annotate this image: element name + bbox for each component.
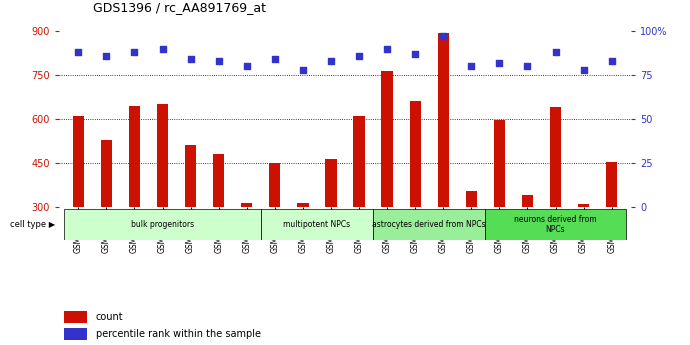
- Text: percentile rank within the sample: percentile rank within the sample: [96, 329, 261, 339]
- Point: [101, 53, 112, 58]
- Text: bulk progenitors: bulk progenitors: [131, 220, 194, 229]
- Point: [522, 63, 533, 69]
- Point: [297, 67, 308, 72]
- Point: [129, 49, 140, 55]
- Bar: [466, 191, 477, 207]
- Point: [382, 46, 393, 51]
- Bar: [485, 209, 626, 240]
- Bar: [129, 106, 140, 207]
- Point: [466, 63, 477, 69]
- Bar: [494, 120, 505, 207]
- Text: GDS1396 / rc_AA891769_at: GDS1396 / rc_AA891769_at: [93, 1, 266, 14]
- Bar: [64, 328, 88, 340]
- Bar: [261, 209, 373, 240]
- Bar: [213, 154, 224, 207]
- Text: cell type ▶: cell type ▶: [10, 220, 55, 229]
- Text: neurons derived from
NPCs: neurons derived from NPCs: [514, 215, 597, 234]
- Text: count: count: [96, 312, 124, 322]
- Text: multipotent NPCs: multipotent NPCs: [284, 220, 351, 229]
- Bar: [64, 310, 88, 323]
- Point: [578, 67, 589, 72]
- Point: [72, 49, 83, 55]
- Bar: [382, 71, 393, 207]
- Bar: [241, 203, 253, 207]
- Point: [410, 51, 421, 57]
- Bar: [269, 163, 280, 207]
- Bar: [185, 146, 196, 207]
- Point: [353, 53, 364, 58]
- Bar: [353, 116, 364, 207]
- Bar: [522, 195, 533, 207]
- Point: [213, 58, 224, 64]
- Text: astrocytes derived from NPCs: astrocytes derived from NPCs: [373, 220, 486, 229]
- Bar: [550, 107, 561, 207]
- Point: [269, 57, 280, 62]
- Bar: [64, 209, 261, 240]
- Bar: [606, 161, 618, 207]
- Point: [241, 63, 253, 69]
- Bar: [578, 204, 589, 207]
- Bar: [437, 32, 449, 207]
- Point: [326, 58, 337, 64]
- Point: [494, 60, 505, 66]
- Bar: [297, 203, 308, 207]
- Bar: [157, 104, 168, 207]
- Bar: [101, 139, 112, 207]
- Point: [157, 46, 168, 51]
- Bar: [373, 209, 485, 240]
- Point: [550, 49, 561, 55]
- Bar: [410, 101, 421, 207]
- Point: [437, 33, 448, 39]
- Point: [185, 57, 196, 62]
- Bar: [72, 116, 84, 207]
- Bar: [326, 159, 337, 207]
- Point: [607, 58, 618, 64]
